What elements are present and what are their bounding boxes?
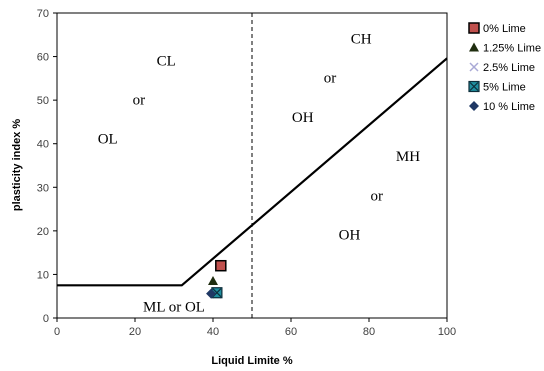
y-tick-label: 40 xyxy=(37,139,49,151)
marker-x xyxy=(469,62,479,72)
y-tick-label: 50 xyxy=(37,95,49,107)
x-tick-label: 100 xyxy=(438,326,456,338)
legend: 0% Lime 1.25% Lime 2.5% Lime 5% Lime 10 % Li… xyxy=(468,22,541,113)
legend-label: 5% Lime xyxy=(483,82,526,94)
y-tick-label: 0 xyxy=(43,313,49,325)
x-tick-label: 60 xyxy=(285,326,297,338)
legend-label: 0% Lime xyxy=(483,23,526,35)
x-axis-title: Liquid Limite % xyxy=(211,355,292,367)
region-label: OH xyxy=(339,228,361,244)
x-tick-label: 40 xyxy=(207,326,219,338)
x-tick-label: 80 xyxy=(363,326,375,338)
region-label: OL xyxy=(98,132,118,148)
a-line xyxy=(57,57,448,287)
region-label: or xyxy=(324,71,337,87)
legend-label: 1.25% Lime xyxy=(483,43,541,55)
marker-square xyxy=(215,259,227,272)
region-label: CH xyxy=(351,32,372,48)
marker-diamond xyxy=(469,101,479,111)
y-tick-label: 10 xyxy=(37,269,49,281)
marker-square xyxy=(468,22,480,34)
y-tick-label: 70 xyxy=(37,8,49,20)
region-label: or xyxy=(371,188,384,204)
chart-lines xyxy=(57,13,448,318)
marker-triangle xyxy=(208,275,218,285)
region-label: ML or OL xyxy=(143,299,205,315)
axis-ticks: 0 20 40 60 80 100 0 10 20 30 40 50 60 70 xyxy=(37,8,456,338)
y-axis-title: plasticity index % xyxy=(11,119,23,212)
legend-label: 10 % Lime xyxy=(483,101,535,113)
region-label: OH xyxy=(292,110,314,126)
x-tick-label: 20 xyxy=(129,326,141,338)
region-label: CL xyxy=(157,53,176,69)
y-tick-label: 30 xyxy=(37,182,49,194)
region-label: MH xyxy=(396,149,420,165)
x-tick-label: 0 xyxy=(54,326,60,338)
marker-square-x-cross xyxy=(469,82,479,91)
region-label: or xyxy=(133,93,146,109)
legend-label: 2.5% Lime xyxy=(483,62,535,74)
marker-triangle xyxy=(469,42,479,52)
y-tick-label: 60 xyxy=(37,52,49,64)
marker-diamond xyxy=(206,288,217,299)
region-labels: CL or OL CH or OH MH or OH ML or OL xyxy=(98,32,421,316)
y-tick-label: 20 xyxy=(37,226,49,238)
data-points xyxy=(206,259,227,299)
